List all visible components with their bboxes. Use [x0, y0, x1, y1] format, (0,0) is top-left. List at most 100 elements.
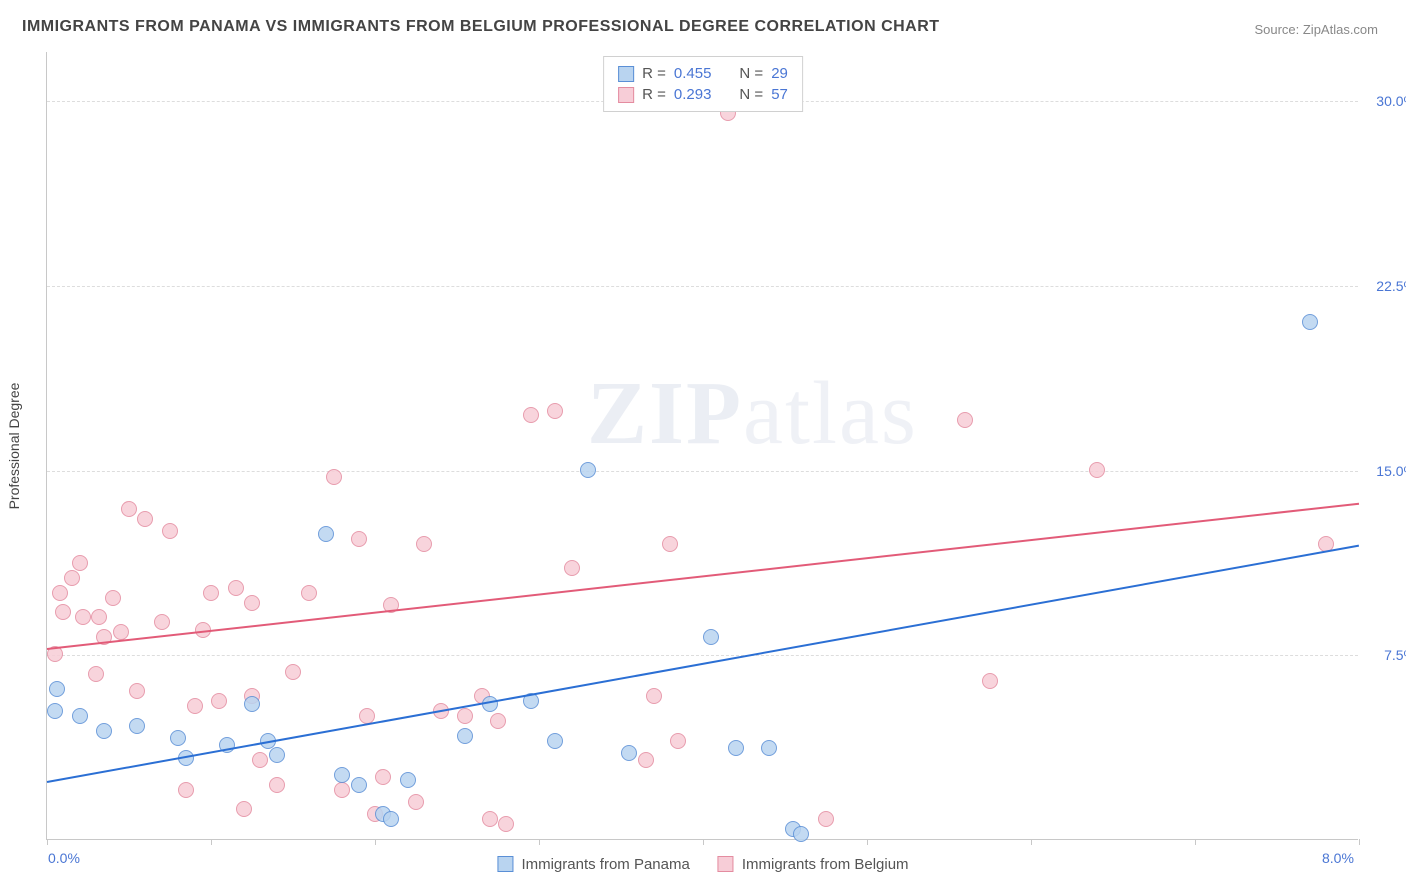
- scatter-point-panama: [580, 462, 596, 478]
- scatter-point-belgium: [547, 403, 563, 419]
- scatter-point-belgium: [121, 501, 137, 517]
- y-tick-label: 22.5%: [1376, 278, 1406, 294]
- scatter-point-belgium: [72, 555, 88, 571]
- scatter-point-belgium: [91, 609, 107, 625]
- scatter-point-belgium: [178, 782, 194, 798]
- scatter-point-panama: [703, 629, 719, 645]
- scatter-point-panama: [793, 826, 809, 842]
- scatter-point-belgium: [187, 698, 203, 714]
- x-tick: [211, 839, 212, 845]
- scatter-point-belgium: [154, 614, 170, 630]
- r-value: 0.293: [674, 86, 712, 103]
- r-label: R =: [642, 65, 666, 82]
- scatter-point-belgium: [408, 794, 424, 810]
- scatter-point-belgium: [662, 536, 678, 552]
- x-tick: [703, 839, 704, 845]
- swatch-belgium-bottom: [718, 856, 734, 872]
- scatter-point-panama: [1302, 314, 1318, 330]
- scatter-point-belgium: [482, 811, 498, 827]
- scatter-point-belgium: [88, 666, 104, 682]
- scatter-point-panama: [351, 777, 367, 793]
- scatter-point-belgium: [211, 693, 227, 709]
- legend-series: Immigrants from Panama Immigrants from Be…: [497, 848, 908, 880]
- r-value: 0.455: [674, 65, 712, 82]
- y-tick-label: 15.0%: [1376, 463, 1406, 479]
- scatter-point-belgium: [52, 585, 68, 601]
- scatter-point-belgium: [818, 811, 834, 827]
- x-tick: [1031, 839, 1032, 845]
- scatter-point-belgium: [137, 511, 153, 527]
- x-tick: [47, 839, 48, 845]
- scatter-point-panama: [269, 747, 285, 763]
- scatter-point-panama: [334, 767, 350, 783]
- scatter-point-panama: [547, 733, 563, 749]
- scatter-point-panama: [318, 526, 334, 542]
- scatter-point-panama: [761, 740, 777, 756]
- x-min-label: 0.0%: [48, 850, 80, 866]
- scatter-point-belgium: [523, 407, 539, 423]
- scatter-point-panama: [244, 696, 260, 712]
- scatter-point-belgium: [252, 752, 268, 768]
- gridline: [47, 286, 1358, 287]
- scatter-point-panama: [621, 745, 637, 761]
- x-max-label: 8.0%: [1322, 850, 1354, 866]
- scatter-point-belgium: [957, 412, 973, 428]
- scatter-point-panama: [49, 681, 65, 697]
- scatter-point-panama: [170, 730, 186, 746]
- scatter-point-belgium: [375, 769, 391, 785]
- scatter-point-belgium: [564, 560, 580, 576]
- source-attribution: Source: ZipAtlas.com: [1254, 22, 1378, 37]
- legend-label: Immigrants from Belgium: [742, 856, 909, 873]
- scatter-point-panama: [400, 772, 416, 788]
- x-tick: [1359, 839, 1360, 845]
- n-value: 29: [771, 65, 788, 82]
- scatter-point-belgium: [64, 570, 80, 586]
- scatter-point-belgium: [416, 536, 432, 552]
- gridline: [47, 655, 1358, 656]
- scatter-point-belgium: [982, 673, 998, 689]
- scatter-point-belgium: [113, 624, 129, 640]
- scatter-point-belgium: [334, 782, 350, 798]
- scatter-point-belgium: [269, 777, 285, 793]
- watermark: ZIPatlas: [587, 362, 918, 465]
- scatter-point-belgium: [490, 713, 506, 729]
- legend-row-panama: R = 0.455 N = 29: [618, 63, 788, 84]
- source-name: ZipAtlas.com: [1303, 22, 1378, 37]
- scatter-point-belgium: [105, 590, 121, 606]
- watermark-bold: ZIP: [587, 364, 743, 463]
- x-tick: [375, 839, 376, 845]
- scatter-point-panama: [728, 740, 744, 756]
- trend-line-belgium: [47, 503, 1359, 650]
- trend-line-panama: [47, 545, 1359, 783]
- gridline: [47, 471, 1358, 472]
- y-axis-title: Professional Degree: [6, 383, 22, 510]
- x-tick: [867, 839, 868, 845]
- scatter-point-belgium: [1089, 462, 1105, 478]
- scatter-point-panama: [383, 811, 399, 827]
- scatter-point-belgium: [162, 523, 178, 539]
- scatter-point-belgium: [285, 664, 301, 680]
- scatter-point-belgium: [457, 708, 473, 724]
- legend-correlation: R =0.455N =29R =0.293N =57: [603, 56, 803, 112]
- n-label: N =: [739, 86, 763, 103]
- swatch-panama-bottom: [497, 856, 513, 872]
- scatter-point-belgium: [55, 604, 71, 620]
- n-label: N =: [739, 65, 763, 82]
- legend-item-belgium: Immigrants from Belgium: [718, 856, 909, 873]
- scatter-point-belgium: [646, 688, 662, 704]
- scatter-point-belgium: [203, 585, 219, 601]
- swatch-panama: [618, 66, 634, 82]
- scatter-point-belgium: [301, 585, 317, 601]
- x-tick: [1195, 839, 1196, 845]
- y-tick-label: 7.5%: [1384, 647, 1406, 663]
- scatter-point-belgium: [670, 733, 686, 749]
- scatter-point-belgium: [129, 683, 145, 699]
- scatter-point-belgium: [75, 609, 91, 625]
- r-label: R =: [642, 86, 666, 103]
- legend-row-belgium: R =0.293N =57: [618, 84, 788, 105]
- scatter-point-belgium: [498, 816, 514, 832]
- scatter-point-panama: [47, 703, 63, 719]
- scatter-point-belgium: [351, 531, 367, 547]
- legend-item-panama: Immigrants from Panama: [497, 856, 689, 873]
- scatter-point-panama: [457, 728, 473, 744]
